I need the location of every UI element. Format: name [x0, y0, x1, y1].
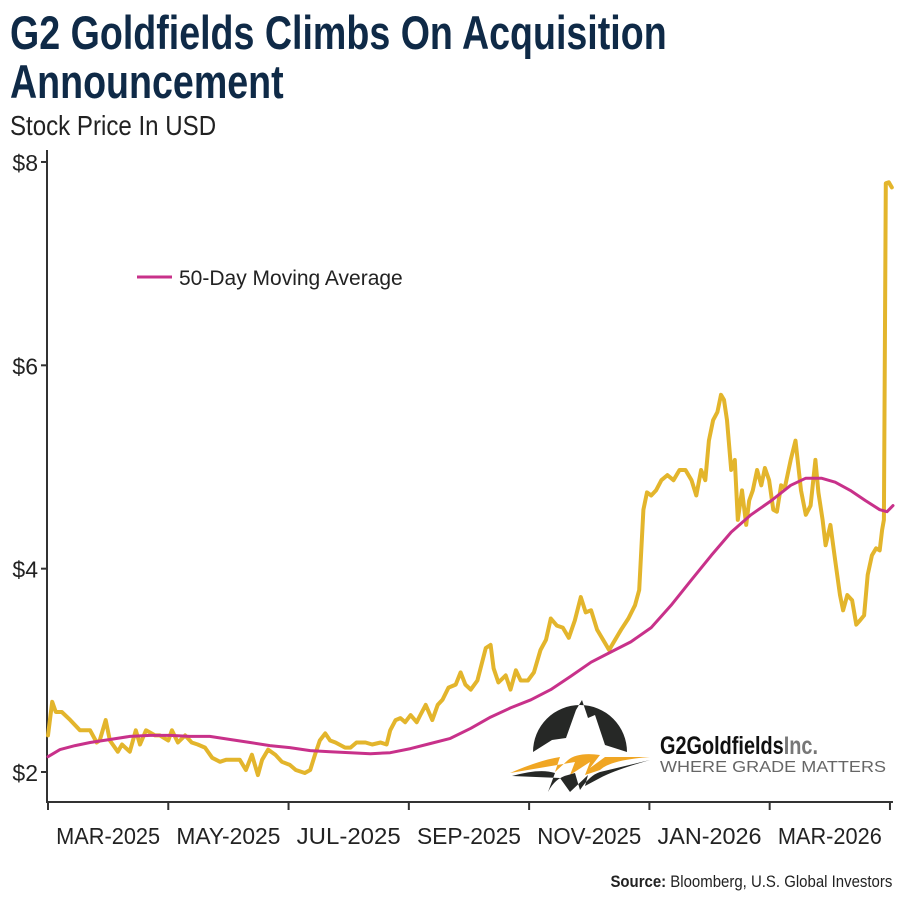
x-tick-label: MAY-2025 [176, 823, 280, 849]
x-tick-label: JAN-2026 [658, 823, 762, 849]
y-tick-label: $8 [12, 150, 38, 176]
y-tick-label: $6 [12, 353, 38, 379]
legend-ma-label: 50-Day Moving Average [179, 267, 403, 290]
logo-mountain-icon [533, 700, 627, 752]
logo-name: G2GoldfieldsInc. [660, 732, 818, 760]
y-tick-label: $2 [12, 760, 38, 786]
logo-suffix: Inc. [784, 732, 818, 760]
x-tick-label: SEP-2025 [417, 823, 521, 849]
x-tick-label: JUL-2025 [297, 823, 401, 849]
logo-dark-swoosh-icon [512, 760, 650, 792]
source-label: Source: [610, 872, 666, 891]
moving-average-line [46, 476, 895, 759]
chart-title: G2 Goldfields Climbs On Acquisition Anno… [10, 8, 667, 106]
logo-name-text: G2Goldfields [660, 732, 784, 760]
x-tick-label: NOV-2025 [537, 823, 641, 849]
company-logo: G2GoldfieldsInc. WHERE GRADE MATTERS [510, 700, 886, 792]
chart-subtitle: Stock Price In USD [10, 110, 217, 141]
y-tick-label: $4 [12, 557, 38, 583]
title-line-2: Announcement [10, 55, 284, 108]
logo-gold-swoosh-icon [510, 754, 650, 775]
title-line-1: G2 Goldfields Climbs On Acquisition [10, 6, 667, 59]
x-tick-label: MAR-2026 [778, 823, 882, 849]
price-line [46, 180, 894, 778]
x-tick-label: MAR-2025 [56, 823, 160, 849]
source-text: Bloomberg, U.S. Global Investors [669, 872, 892, 891]
legend: 50-Day Moving Average [137, 267, 403, 290]
logo-tagline: WHERE GRADE MATTERS [660, 759, 886, 776]
source-note: Source: Bloomberg, U.S. Global Investors [610, 872, 892, 892]
